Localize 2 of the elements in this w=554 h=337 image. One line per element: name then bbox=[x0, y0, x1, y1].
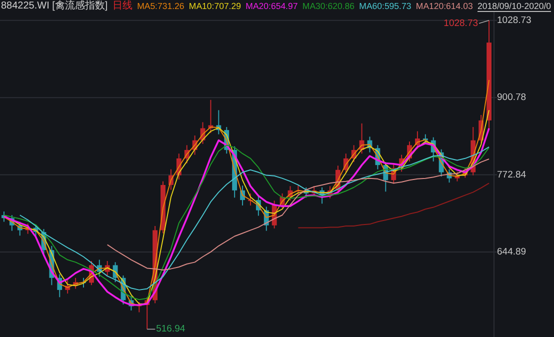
annotation: 1028.73 bbox=[444, 18, 478, 29]
annotation: 516.94 bbox=[156, 324, 186, 335]
